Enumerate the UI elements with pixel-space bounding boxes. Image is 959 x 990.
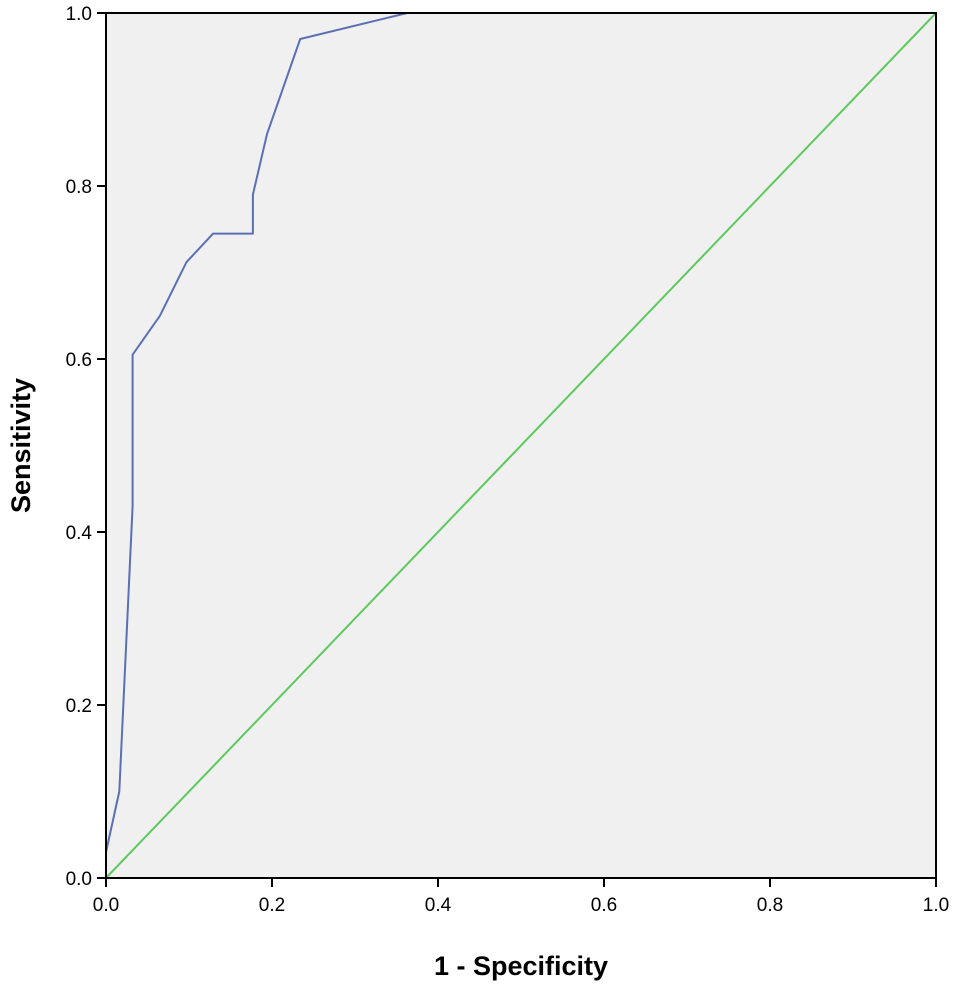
y-tick-label: 1.0 bbox=[66, 4, 92, 25]
y-tick-label: 0.0 bbox=[66, 869, 92, 890]
y-axis-title: Sensitivity bbox=[6, 378, 36, 513]
x-tick-label: 0.0 bbox=[93, 895, 119, 916]
x-axis-title: 1 - Specificity bbox=[434, 951, 608, 981]
x-tick-label: 1.0 bbox=[923, 895, 949, 916]
series-layer bbox=[105, 12, 937, 879]
x-tick-label: 0.8 bbox=[757, 895, 783, 916]
roc-curve-line bbox=[105, 12, 936, 878]
reference-line bbox=[105, 12, 937, 879]
y-tick-label: 0.8 bbox=[66, 177, 92, 198]
x-tick-label: 0.4 bbox=[425, 895, 452, 916]
y-tick-label: 0.4 bbox=[66, 523, 93, 544]
y-axis: 0.0 0.2 0.4 0.6 0.8 1.0 bbox=[66, 4, 106, 890]
x-tick-label: 0.6 bbox=[591, 895, 617, 916]
x-tick-label: 0.2 bbox=[259, 895, 285, 916]
x-axis: 0.0 0.2 0.4 0.6 0.8 1.0 bbox=[93, 878, 949, 916]
plot-frame bbox=[105, 12, 937, 879]
y-tick-label: 0.2 bbox=[66, 696, 92, 717]
y-tick-label: 0.6 bbox=[66, 350, 92, 371]
